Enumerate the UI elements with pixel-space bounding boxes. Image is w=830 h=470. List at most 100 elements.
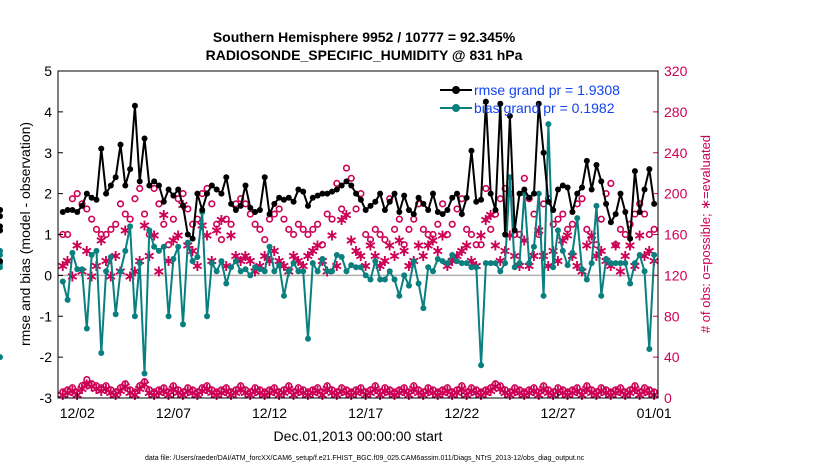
bias-point	[622, 260, 629, 267]
obs-possible-point	[116, 200, 125, 208]
rmse-point	[473, 198, 480, 205]
obs-possible-point	[549, 388, 557, 396]
obs-possible-point	[607, 179, 615, 188]
obs-possible-point	[395, 215, 403, 223]
obs-possible-point	[366, 236, 375, 244]
bias-point	[160, 243, 167, 250]
obs-evaluated-point: ∗	[215, 212, 228, 229]
obs-possible-point	[232, 386, 240, 394]
rmse-point	[290, 198, 297, 205]
rmse-point	[559, 182, 566, 189]
obs-evaluated-point: ∗	[56, 258, 69, 275]
bias-point	[122, 247, 129, 254]
obs-evaluated-point: ∗	[527, 383, 540, 400]
bias-point	[348, 262, 355, 269]
obs-evaluated-point: ∗	[489, 379, 502, 396]
rmse-point	[146, 182, 153, 189]
obs-possible-point	[357, 384, 365, 392]
obs-possible-point	[323, 382, 331, 390]
obs-possible-point	[371, 225, 379, 233]
bias-point	[295, 268, 302, 275]
obs-evaluated-point: ∗	[412, 238, 425, 255]
rmse-point	[449, 194, 456, 201]
y-axis-right-label: # of obs: o=possible; ∗=evaluated	[698, 135, 713, 333]
y-axis-label: rmse and bias (model - observation)	[17, 122, 33, 346]
y-right-tick-label: 200	[664, 186, 688, 202]
obs-evaluated-point: ∗	[494, 381, 507, 398]
legend: rmse grand pr = 1.9308 bias grand pr = 0…	[440, 82, 620, 116]
obs-possible-point	[203, 382, 211, 390]
bias-point	[165, 313, 172, 320]
obs-possible-point	[140, 210, 149, 218]
bias-point	[357, 264, 364, 271]
obs-possible-point	[112, 220, 120, 228]
obs-possible-point	[102, 230, 110, 239]
rmse-point	[405, 206, 412, 213]
bias-point	[338, 253, 345, 260]
obs-evaluated-point: ∗	[196, 383, 209, 400]
obs-evaluated-point: ∗	[311, 383, 324, 400]
obs-evaluated-point: ∗	[80, 377, 93, 394]
bias-point	[300, 268, 307, 275]
obs-possible-point	[539, 382, 548, 390]
obs-possible-point	[150, 184, 158, 193]
obs-evaluated-point: ∗	[417, 248, 430, 265]
obs-possible-point	[68, 195, 77, 203]
obs-possible-point	[434, 220, 442, 228]
bias-point	[651, 251, 658, 258]
bias-point	[276, 262, 283, 269]
rmse-point	[0, 206, 3, 213]
obs-possible-point	[208, 200, 216, 208]
rmse-point	[175, 186, 182, 193]
obs-possible-point	[328, 215, 336, 223]
rmse-point	[194, 190, 201, 197]
obs-evaluated-point: ∗	[200, 381, 213, 398]
obs-possible-point	[318, 241, 327, 249]
bias-point	[559, 247, 566, 254]
obs-evaluated-point: ∗	[518, 387, 531, 404]
obs-evaluated-point: ∗	[633, 228, 646, 245]
bias-point	[353, 264, 360, 271]
rmse-point	[0, 213, 3, 220]
obs-possible-point	[583, 382, 591, 390]
bias-point	[146, 227, 153, 234]
obs-possible-point	[482, 184, 490, 193]
bias-point	[252, 264, 259, 271]
y-tick-label: -3	[40, 390, 53, 406]
obs-evaluated-point: ∗	[623, 238, 636, 255]
obs-possible-point	[362, 230, 370, 239]
bias-point	[401, 272, 408, 279]
obs-evaluated-point: ∗	[388, 387, 401, 404]
obs-evaluated-point: ∗	[614, 263, 627, 280]
rmse-point	[271, 200, 278, 207]
obs-possible-point	[237, 382, 245, 390]
bias-point	[271, 268, 278, 275]
obs-possible-point	[429, 230, 437, 239]
obs-possible-point	[405, 225, 413, 233]
bias-point	[420, 305, 427, 312]
x-tick-label: 12/02	[60, 405, 95, 421]
obs-possible-point	[443, 230, 452, 239]
obs-possible-point	[496, 382, 504, 390]
obs-possible-point	[448, 220, 456, 228]
rmse-point	[333, 186, 340, 193]
bias-point	[189, 258, 196, 265]
x-axis-label: Dec.01,2013 00:00:00 start	[274, 428, 443, 444]
bias-point	[516, 260, 523, 267]
x-tick-label: 01/01	[637, 405, 672, 421]
bias-point	[319, 256, 326, 263]
obs-possible-point	[222, 384, 230, 392]
obs-possible-point	[88, 215, 96, 223]
rmse-point	[256, 206, 263, 213]
obs-evaluated-point: ∗	[248, 383, 261, 400]
obs-possible-point	[131, 388, 139, 396]
obs-possible-point	[121, 380, 129, 388]
bias-point	[415, 280, 422, 287]
obs-possible-point	[621, 230, 629, 239]
obs-possible-point	[160, 384, 168, 392]
bias-point	[184, 239, 191, 246]
obs-evaluated-point: ∗	[210, 387, 223, 404]
obs-evaluated-point: ∗	[157, 207, 170, 224]
obs-evaluated-point: ∗	[421, 383, 434, 400]
